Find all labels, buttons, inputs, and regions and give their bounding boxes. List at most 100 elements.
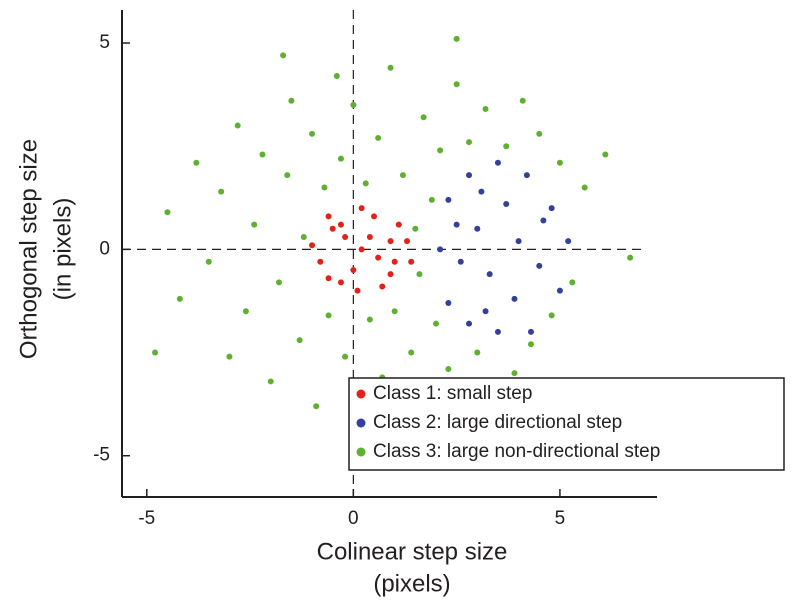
data-point — [466, 172, 473, 179]
data-point — [391, 258, 398, 265]
data-point — [457, 258, 464, 265]
data-point — [333, 73, 340, 80]
data-point — [284, 172, 291, 179]
data-point — [627, 254, 634, 261]
data-point — [267, 378, 274, 385]
data-point — [466, 139, 473, 146]
data-point — [350, 267, 357, 274]
data-point — [511, 370, 518, 377]
data-point — [218, 188, 225, 195]
data-point — [371, 213, 378, 220]
legend-marker — [356, 418, 366, 428]
data-point — [445, 196, 452, 203]
legend-label: Class 2: large directional step — [373, 412, 622, 433]
data-point — [399, 172, 406, 179]
data-point — [548, 205, 555, 212]
data-point — [494, 159, 501, 166]
data-point — [375, 254, 382, 261]
data-point — [437, 246, 444, 253]
data-point — [420, 114, 427, 121]
data-point — [527, 328, 534, 335]
data-point — [366, 316, 373, 323]
data-point — [387, 64, 394, 71]
data-point — [482, 106, 489, 113]
data-point — [602, 151, 609, 158]
data-point — [519, 97, 526, 104]
data-point — [527, 341, 534, 348]
data-point — [474, 349, 481, 356]
data-point — [536, 130, 543, 137]
data-point — [309, 130, 316, 137]
data-point — [164, 209, 171, 216]
data-point — [226, 353, 233, 360]
data-point — [350, 101, 357, 108]
legend-box — [348, 377, 785, 471]
data-point — [445, 366, 452, 373]
data-point — [234, 122, 241, 129]
y-tick-label: 5 — [99, 32, 110, 53]
data-point — [556, 287, 563, 294]
data-point — [337, 279, 344, 286]
data-point — [280, 52, 287, 59]
data-point — [540, 217, 547, 224]
data-point — [445, 300, 452, 307]
y-tick-label: 0 — [99, 238, 110, 259]
data-point — [548, 312, 555, 319]
data-point — [432, 320, 439, 327]
legend-marker — [356, 389, 366, 399]
data-point — [395, 221, 402, 228]
data-point — [342, 353, 349, 360]
data-point — [556, 159, 563, 166]
data-point — [466, 320, 473, 327]
data-point — [317, 258, 324, 265]
data-point — [375, 134, 382, 141]
data-point — [329, 225, 336, 232]
data-point — [408, 258, 415, 265]
data-point — [379, 283, 386, 290]
x-axis-label: (pixels) — [373, 570, 450, 597]
data-point — [581, 184, 588, 191]
data-point — [342, 233, 349, 240]
data-point — [453, 35, 460, 42]
data-point — [503, 143, 510, 150]
data-point — [478, 188, 485, 195]
data-point — [453, 221, 460, 228]
data-point — [321, 184, 328, 191]
y-axis-label: Orthogonal step size — [15, 139, 42, 359]
data-point — [387, 238, 394, 245]
data-point — [288, 97, 295, 104]
data-point — [205, 258, 212, 265]
data-point — [358, 246, 365, 253]
y-tick-label: -5 — [93, 445, 110, 466]
data-point — [565, 238, 572, 245]
data-point — [358, 205, 365, 212]
data-point — [242, 308, 249, 315]
legend-label: Class 3: large non-directional step — [373, 441, 660, 462]
data-point — [437, 147, 444, 154]
data-point — [152, 349, 159, 356]
x-tick-label: 5 — [555, 508, 566, 529]
data-point — [494, 328, 501, 335]
data-point — [193, 159, 200, 166]
data-point — [259, 151, 266, 158]
data-point — [354, 287, 361, 294]
data-point — [408, 349, 415, 356]
legend-label: Class 1: small step — [373, 383, 532, 404]
x-axis-label: Colinear step size — [317, 538, 508, 565]
data-point — [300, 233, 307, 240]
data-point — [251, 221, 258, 228]
data-point — [569, 279, 576, 286]
data-point — [309, 242, 316, 249]
data-point — [486, 271, 493, 278]
data-point — [536, 262, 543, 269]
data-point — [511, 295, 518, 302]
data-point — [391, 308, 398, 315]
x-tick-label: 0 — [348, 508, 359, 529]
data-point — [523, 172, 530, 179]
data-point — [404, 238, 411, 245]
data-point — [337, 155, 344, 162]
data-point — [387, 271, 394, 278]
data-point — [416, 271, 423, 278]
data-point — [275, 279, 282, 286]
data-point — [453, 81, 460, 88]
